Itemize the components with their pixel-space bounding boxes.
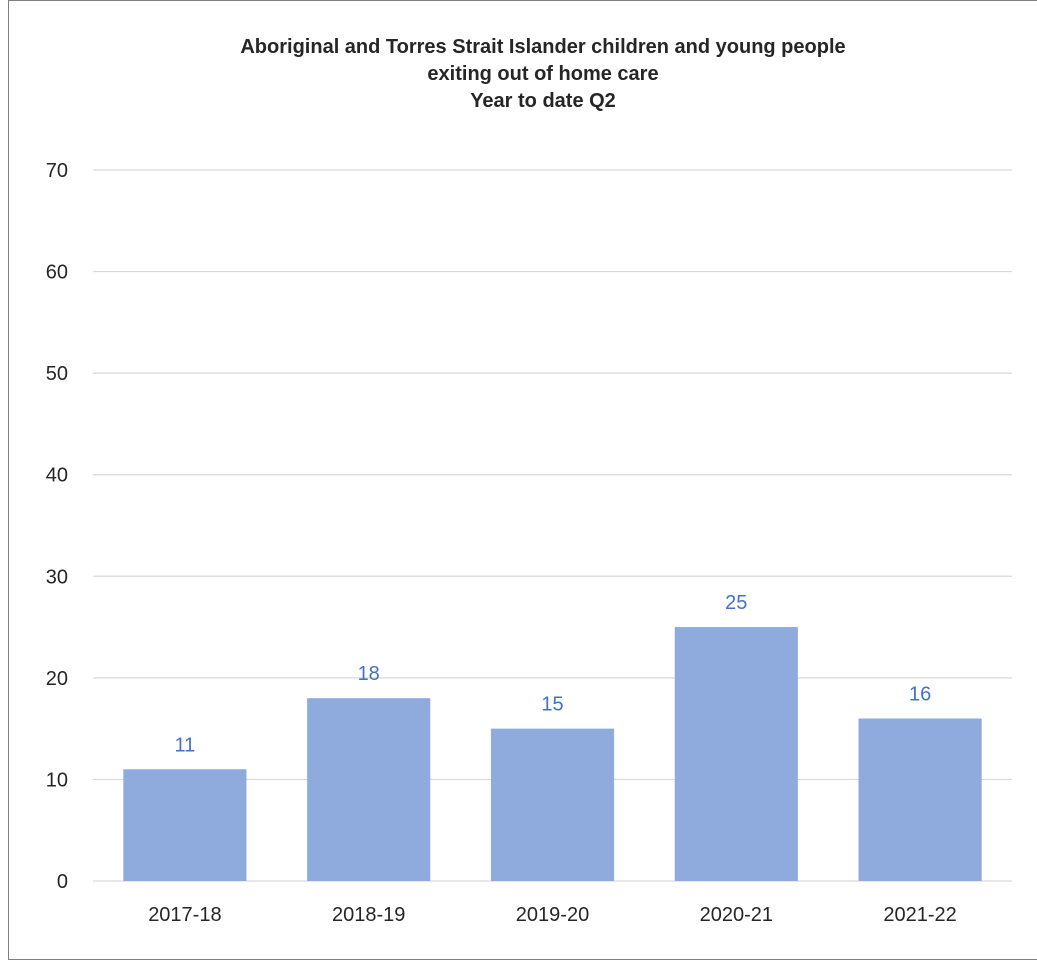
chart-title-line-1: Aboriginal and Torres Strait Islander ch… bbox=[240, 36, 846, 58]
bar-2020-21 bbox=[674, 627, 798, 881]
x-tick-label: 2019-20 bbox=[516, 904, 589, 926]
bar-2017-18 bbox=[123, 769, 247, 881]
x-tick-label: 2020-21 bbox=[700, 904, 773, 926]
x-tick-label: 2021-22 bbox=[883, 904, 956, 926]
y-tick-label: 40 bbox=[46, 465, 68, 487]
data-label: 11 bbox=[175, 734, 196, 756]
chart-title-line-2: exiting out of home care bbox=[427, 63, 659, 85]
y-tick-label: 50 bbox=[46, 363, 68, 385]
x-tick-label: 2017-18 bbox=[148, 904, 221, 926]
y-tick-label: 70 bbox=[46, 160, 68, 182]
x-tick-label: 2018-19 bbox=[332, 904, 405, 926]
y-tick-label: 0 bbox=[57, 871, 68, 893]
y-tick-label: 20 bbox=[46, 668, 68, 690]
data-label: 15 bbox=[541, 694, 563, 716]
bar-2021-22 bbox=[858, 718, 982, 881]
chart-title: Aboriginal and Torres Strait Islander ch… bbox=[8, 34, 1037, 115]
x-axis-ticks: 2017-18 2018-19 2019-20 2020-21 2021-22 bbox=[148, 904, 957, 926]
chart-title-line-3: Year to date Q2 bbox=[470, 90, 616, 112]
y-tick-label: 30 bbox=[46, 566, 68, 588]
y-axis-ticks: 0 10 20 30 40 50 60 70 bbox=[46, 160, 68, 893]
y-tick-label: 60 bbox=[46, 262, 68, 284]
data-label: 25 bbox=[725, 592, 747, 614]
data-labels: 11 18 15 25 16 bbox=[175, 592, 932, 756]
y-tick-label: 10 bbox=[46, 769, 68, 791]
data-label: 18 bbox=[358, 663, 380, 685]
bar-2018-19 bbox=[307, 698, 431, 881]
bars bbox=[123, 627, 982, 881]
bar-2019-20 bbox=[490, 728, 615, 881]
data-label: 16 bbox=[909, 683, 931, 705]
